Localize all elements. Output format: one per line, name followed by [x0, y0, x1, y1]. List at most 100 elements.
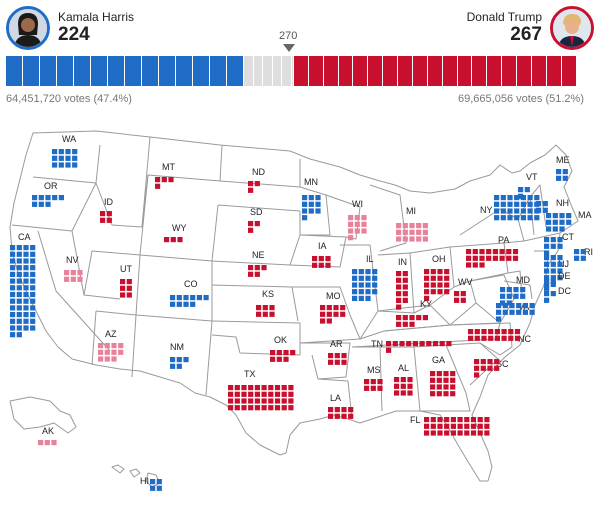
state-ks[interactable]: KS: [256, 289, 275, 317]
state-label: AR: [330, 339, 343, 349]
electoral-vote-tile: [466, 255, 472, 261]
state-ga[interactable]: GA: [430, 355, 456, 397]
state-de[interactable]: DE: [544, 271, 571, 291]
state-wi[interactable]: WI: [348, 199, 367, 241]
electoral-vote-tile: [52, 162, 58, 168]
electoral-vote-tile: [364, 385, 370, 391]
bar-segment: [531, 56, 546, 86]
state-mi[interactable]: MI: [396, 206, 428, 242]
state-nj[interactable]: NJ: [544, 255, 569, 287]
state-id[interactable]: ID: [100, 197, 114, 223]
state-pa[interactable]: PA: [466, 235, 519, 268]
electoral-vote-tile: [477, 417, 483, 423]
state-hi[interactable]: HI: [140, 476, 162, 491]
state-label: IN: [398, 257, 407, 267]
electoral-vote-tile: [450, 391, 456, 397]
state-ms[interactable]: MS: [364, 365, 383, 391]
state-ca[interactable]: CA: [10, 232, 36, 338]
state-nv[interactable]: NV: [64, 255, 83, 282]
state-mt[interactable]: MT: [155, 162, 175, 189]
state-vt[interactable]: VT: [518, 172, 538, 199]
electoral-vote-tile: [58, 195, 64, 201]
state-ut[interactable]: UT: [120, 264, 132, 298]
bar-segment: [210, 56, 226, 86]
state-ak[interactable]: AK: [38, 426, 57, 446]
state-al[interactable]: AL: [394, 363, 413, 396]
state-az[interactable]: AZ: [98, 329, 124, 362]
electoral-vote-tile: [23, 325, 29, 331]
state-ri[interactable]: RI: [574, 247, 593, 261]
state-ar[interactable]: AR: [328, 339, 347, 365]
electoral-vote-tile: [492, 255, 498, 261]
state-or[interactable]: OR: [32, 181, 64, 207]
state-nc[interactable]: NC: [468, 329, 531, 344]
electoral-vote-tile: [10, 318, 16, 324]
electoral-vote-tile: [365, 295, 371, 301]
electoral-vote-tile: [52, 195, 58, 201]
state-il[interactable]: IL: [352, 254, 378, 301]
state-oh[interactable]: OH: [424, 254, 450, 301]
electoral-vote-tile: [361, 228, 367, 234]
electoral-vote-tile: [477, 430, 483, 436]
state-nh[interactable]: NH: [536, 198, 569, 213]
state-ma[interactable]: MA: [546, 210, 592, 232]
electoral-vote-tile: [164, 237, 170, 243]
state-co[interactable]: CO: [170, 279, 209, 307]
state-la[interactable]: LA: [328, 393, 354, 419]
state-label: CO: [184, 279, 198, 289]
electoral-vote-tile: [348, 221, 354, 227]
electoral-vote-tile: [394, 377, 400, 383]
state-fl[interactable]: FL: [410, 415, 490, 436]
state-tn[interactable]: TN: [371, 339, 452, 353]
electoral-vote-tile: [450, 430, 456, 436]
electoral-vote-tile: [111, 343, 117, 349]
electoral-vote-tile: [506, 287, 512, 293]
state-wa[interactable]: WA: [52, 134, 78, 168]
electoral-vote-bar: [6, 56, 578, 86]
electoral-vote-tile: [248, 187, 254, 193]
electoral-vote-tile: [400, 383, 406, 389]
bar-segment: [502, 56, 517, 86]
state-sc[interactable]: SC: [474, 359, 509, 378]
electoral-vote-tile: [402, 236, 408, 242]
state-dc[interactable]: DC: [544, 286, 571, 303]
electoral-vote-tile: [10, 332, 16, 338]
state-nm[interactable]: NM: [170, 342, 189, 369]
state-sd[interactable]: SD: [248, 207, 263, 233]
electoral-vote-tile: [10, 245, 16, 251]
state-label: OK: [274, 335, 287, 345]
electoral-vote-tile: [341, 353, 347, 359]
state-ia[interactable]: IA: [312, 241, 331, 268]
electoral-vote-tile: [520, 195, 526, 201]
electoral-vote-tile: [443, 377, 449, 383]
state-tx[interactable]: TX: [228, 369, 294, 411]
electoral-vote-tile: [100, 211, 106, 217]
state-mn[interactable]: MN: [302, 177, 321, 221]
electoral-vote-tile: [518, 193, 524, 199]
state-mo[interactable]: MO: [320, 291, 346, 324]
state-ct[interactable]: CT: [544, 232, 574, 256]
electoral-vote-tile: [396, 271, 402, 277]
bar-segment: [57, 56, 73, 86]
state-wy[interactable]: WY: [164, 223, 187, 243]
electoral-vote-tile: [580, 249, 586, 255]
state-ky[interactable]: KY: [396, 299, 432, 327]
state-md[interactable]: MD: [500, 275, 530, 306]
electoral-vote-tile: [516, 309, 522, 315]
electoral-vote-tile: [269, 305, 275, 311]
state-nd[interactable]: ND: [248, 167, 265, 193]
state-va[interactable]: VA: [496, 302, 535, 322]
state-wv[interactable]: WV: [454, 277, 473, 303]
state-ok[interactable]: OK: [270, 335, 296, 362]
electoral-vote-tile: [546, 213, 552, 219]
electoral-vote-tile: [16, 325, 22, 331]
electoral-vote-tile: [416, 223, 422, 229]
electoral-vote-tile: [341, 407, 347, 413]
state-me[interactable]: ME: [556, 155, 570, 181]
electoral-vote-tile: [439, 341, 445, 347]
state-in[interactable]: IN: [396, 257, 408, 310]
electoral-vote-tile: [494, 201, 500, 207]
electoral-vote-tile: [234, 405, 240, 411]
state-ne[interactable]: NE: [248, 250, 267, 277]
electoral-vote-tile: [23, 278, 29, 284]
